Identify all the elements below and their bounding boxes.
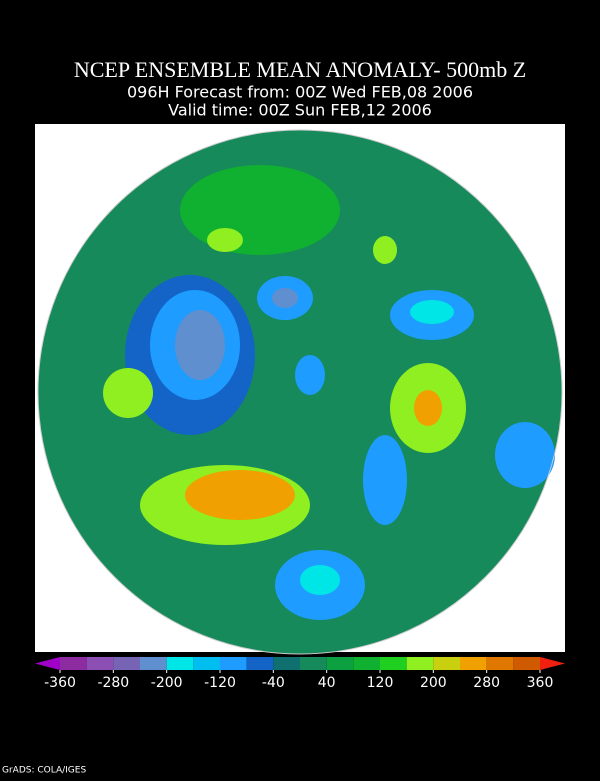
colorbar-box: [273, 657, 300, 670]
colorbar-box: [300, 657, 327, 670]
anomaly-blob: [363, 435, 407, 525]
colorbar-end: [35, 657, 60, 670]
colorbar-box: [406, 657, 434, 670]
colorbar: -360 -280 -200 -120 -40 40 120 200 280 360: [35, 657, 565, 691]
colorbar-box: [113, 657, 140, 670]
colorbar-box: [433, 657, 460, 670]
colorbar-label: -120: [204, 675, 236, 691]
colorbar-box: [60, 657, 87, 670]
anomaly-blob: [103, 368, 153, 418]
colorbar-end: [540, 657, 565, 670]
colorbar-label: 40: [318, 675, 336, 691]
colorbar-label: 360: [527, 675, 554, 691]
colorbar-box: [220, 657, 247, 670]
colorbar-box: [86, 657, 114, 670]
colorbar-label: -280: [97, 675, 129, 691]
colorbar-box: [246, 657, 274, 670]
colorbar-label: 120: [367, 675, 394, 691]
colorbar-box: [460, 657, 487, 670]
anomaly-blob: [272, 288, 298, 308]
colorbar-label: 280: [473, 675, 500, 691]
colorbar-label: -40: [262, 675, 285, 691]
colorbar-box: [513, 657, 540, 670]
forecast-line: 096H Forecast from: 00Z Wed FEB,08 2006: [127, 83, 473, 102]
footer: GrADS: COLA/IGES: [2, 766, 86, 776]
title: NCEP ENSEMBLE MEAN ANOMALY- 500mb Z: [74, 57, 526, 82]
anomaly-blob: [300, 565, 340, 595]
map: [37, 129, 563, 655]
colorbar-box: [193, 657, 220, 670]
anomaly-blob: [414, 390, 442, 426]
anomaly-blob: [295, 355, 325, 395]
colorbar-box: [140, 657, 167, 670]
anomaly-blob: [373, 236, 397, 264]
anomaly-blob: [175, 310, 225, 380]
colorbar-box: [166, 657, 194, 670]
anomaly-blob: [180, 165, 340, 255]
anomaly-blob: [185, 470, 295, 520]
anomaly-blob: [410, 300, 454, 324]
colorbar-label: -200: [151, 675, 183, 691]
valid-line: Valid time: 00Z Sun FEB,12 2006: [168, 101, 432, 120]
map-edge: [37, 129, 563, 655]
colorbar-label: -360: [44, 675, 76, 691]
anomaly-blob: [495, 422, 555, 488]
anomaly-blob: [207, 228, 243, 252]
colorbar-box: [326, 657, 354, 670]
colorbar-label: 200: [420, 675, 447, 691]
colorbar-box: [486, 657, 514, 670]
colorbar-box: [380, 657, 407, 670]
colorbar-box: [353, 657, 380, 670]
